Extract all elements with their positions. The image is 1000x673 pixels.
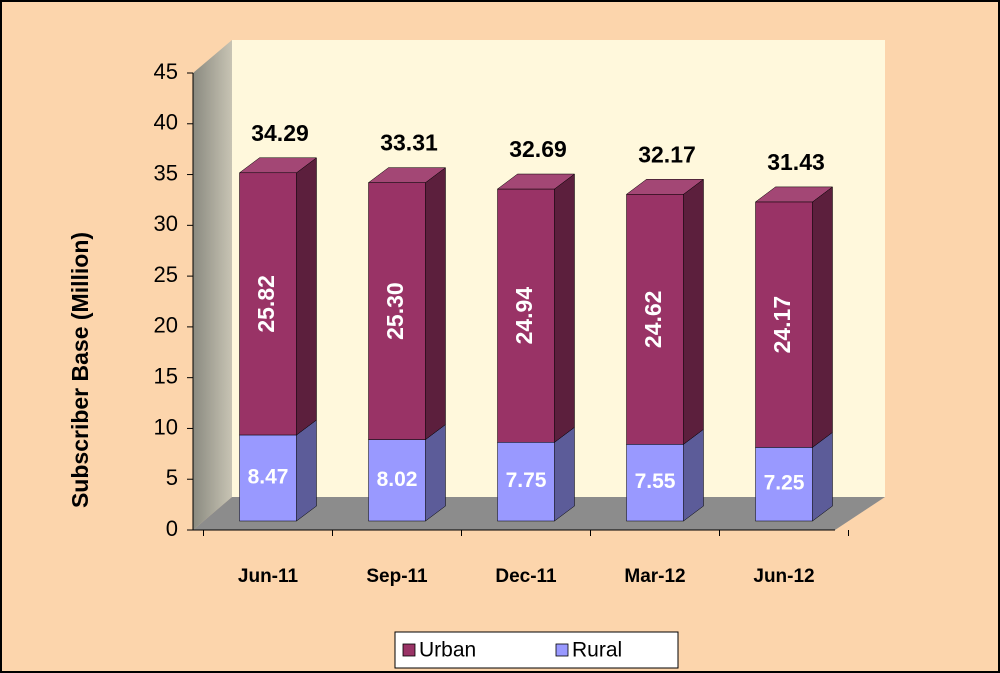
y-tick-label: 15 <box>154 363 178 388</box>
bar-side <box>425 424 446 522</box>
legend <box>394 631 679 669</box>
value-label: 24.17 <box>769 296 795 354</box>
y-tick-label: 10 <box>154 414 178 439</box>
x-tick-label: Mar-12 <box>624 566 685 587</box>
bar-top <box>496 173 576 190</box>
value-label: 24.94 <box>511 287 537 345</box>
x-tick-label: Dec-11 <box>495 566 557 587</box>
x-tick-label: Jun-11 <box>238 566 299 587</box>
bar-side <box>554 173 575 443</box>
value-label: 7.55 <box>635 470 676 493</box>
value-label: 25.82 <box>253 275 279 333</box>
bar-top <box>625 179 705 195</box>
value-label: 7.75 <box>506 469 547 492</box>
bar-side <box>812 186 833 448</box>
side-wall <box>193 40 232 530</box>
y-tick-label: 5 <box>166 465 178 490</box>
y-axis-label: Subscriber Base (Million) <box>67 232 93 508</box>
bar <box>239 172 297 436</box>
total-label: 33.31 <box>380 130 438 156</box>
value-label: 24.62 <box>640 291 666 349</box>
y-tick-label: 40 <box>154 110 178 135</box>
legend-label: Rural <box>572 639 622 662</box>
y-tick-label: 30 <box>154 211 178 236</box>
total-label: 32.17 <box>638 141 696 167</box>
bar <box>497 442 555 522</box>
x-tick-label: Jun-12 <box>753 566 814 587</box>
y-tick-label: 0 <box>166 516 178 541</box>
total-label: 32.69 <box>509 136 567 162</box>
value-label: 8.02 <box>377 468 418 491</box>
legend-swatch <box>402 643 416 657</box>
bar <box>626 444 684 522</box>
bar-side <box>296 419 317 522</box>
total-label: 34.29 <box>251 120 309 146</box>
y-tick-label: 25 <box>154 262 178 287</box>
bar-top <box>367 167 447 183</box>
bar-side <box>554 426 575 522</box>
y-tick-label: 35 <box>154 160 178 185</box>
y-tick-label: 45 <box>154 59 178 84</box>
bar-side <box>683 178 704 445</box>
legend-label: Urban <box>419 639 476 662</box>
bar <box>368 439 426 522</box>
bar-side <box>683 428 704 522</box>
legend-swatch <box>555 643 569 657</box>
bar-top <box>754 186 834 203</box>
bar-side <box>425 167 446 441</box>
bar <box>497 188 555 443</box>
value-label: 7.25 <box>764 472 805 495</box>
bar <box>626 194 684 445</box>
y-tick-label: 20 <box>154 313 178 338</box>
bar <box>239 434 297 522</box>
total-label: 31.43 <box>767 149 825 175</box>
bar-top <box>238 157 318 174</box>
bar <box>368 182 426 440</box>
bar-side <box>296 157 317 436</box>
x-tick-label: Sep-11 <box>366 566 428 587</box>
value-label: 8.47 <box>248 466 289 489</box>
bar <box>755 447 813 522</box>
value-label: 25.30 <box>382 282 408 340</box>
bar-side <box>812 431 833 522</box>
